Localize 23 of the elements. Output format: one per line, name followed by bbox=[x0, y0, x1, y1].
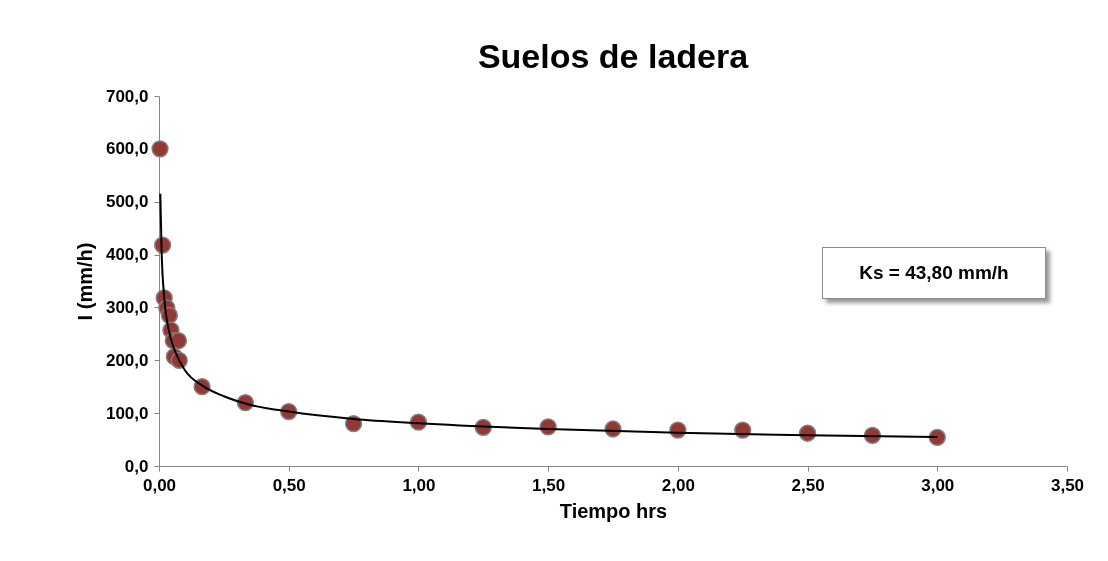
y-tick-label: 600,0 bbox=[105, 139, 149, 159]
annotation: Ks = 43,80 mm/h bbox=[859, 262, 1009, 284]
x-tick-label: 2,50 bbox=[791, 475, 825, 495]
x-tick-label: 1,00 bbox=[402, 475, 436, 495]
y-tick-label: 400,0 bbox=[105, 245, 149, 265]
point bbox=[151, 140, 169, 158]
x-tick-label: 3,50 bbox=[1050, 475, 1085, 495]
y-tick-label: 500,0 bbox=[105, 192, 149, 212]
x-tick-label: 3,00 bbox=[921, 475, 955, 495]
x-axis-title: Tiempo hrs bbox=[559, 499, 668, 522]
text-box: Ks = 43,80 mm/h bbox=[822, 247, 1046, 299]
y-tick-label: 200,0 bbox=[105, 350, 149, 370]
y-tick-label: 700,0 bbox=[105, 86, 149, 106]
point bbox=[928, 428, 946, 447]
x-tick-label: 0,50 bbox=[272, 475, 306, 495]
y-axis-title: I (mm/h) bbox=[73, 242, 96, 321]
y-tick-label: 300,0 bbox=[105, 297, 149, 317]
x-tick-label: 1,50 bbox=[532, 475, 566, 495]
x-tick-label: 2,00 bbox=[661, 475, 695, 495]
y-tick-label: 0,0 bbox=[124, 456, 149, 476]
y-tick-label: 100,0 bbox=[105, 403, 149, 423]
x-tick-label: 0,00 bbox=[142, 475, 177, 495]
chart-title: Suelos de ladera bbox=[477, 37, 750, 75]
